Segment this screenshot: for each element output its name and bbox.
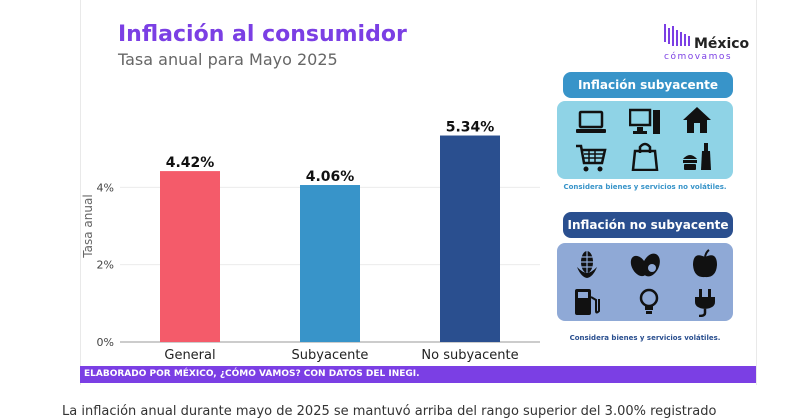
noncore-inflation-icons-box [557,243,733,321]
logo-tagline: cómovamos [664,52,733,62]
y-axis-label: Tasa anual [81,194,95,258]
source-footer: ELABORADO POR MÉXICO, ¿CÓMO VAMOS? CON D… [80,366,756,383]
chart-subtitle: Tasa anual para Mayo 2025 [118,50,338,69]
bar-value-label: 5.34% [446,120,495,136]
house-icon [683,107,711,133]
bar [440,135,500,342]
laptop-icon [576,110,606,133]
bar-value-label: 4.42% [166,155,215,171]
corn-icon [577,251,597,278]
groceries-icon [683,143,711,170]
noncore-inflation-heading: Inflación no subyacente [563,212,733,238]
logo: México cómovamos [664,22,750,62]
core-inflation-heading: Inflación subyacente [563,72,733,98]
x-tick-label: Subyacente [292,348,369,363]
x-tick-label: General [164,348,215,363]
bar-value-label: 4.06% [306,169,355,185]
fuel-pump-icon [575,289,600,315]
x-tick-label: No subyacente [421,348,518,363]
apple-icon [693,249,717,278]
chart-title: Inflación al consumidor [118,22,407,47]
shopping-bag-icon [631,142,659,171]
logo-name: México [694,36,750,52]
power-plug-icon [695,289,715,317]
y-tick-label: 0% [97,336,114,349]
avocado-icon [630,253,660,277]
shopping-cart-icon [576,144,607,172]
bar [160,171,220,342]
below-text: La inflación anual durante mayo de 2025 … [62,404,717,419]
core-inflation-icons-box [557,101,733,179]
core-inflation-note: Considera bienes y servicios no volátile… [563,183,727,191]
y-tick-label: 4% [97,181,114,194]
logo-bars-icon [664,24,690,46]
card-left-edge [80,0,81,385]
noncore-inflation-note: Considera bienes y servicios volátiles. [569,334,721,342]
card-right-edge [756,0,757,385]
light-bulb-icon [639,288,659,314]
y-tick-label: 2% [97,259,114,272]
desktop-computer-icon [629,108,660,134]
bar [300,185,360,342]
bar-chart: 0% 2% 4%Tasa anual 4.42% General 4.06% Subyace… [81,120,540,363]
